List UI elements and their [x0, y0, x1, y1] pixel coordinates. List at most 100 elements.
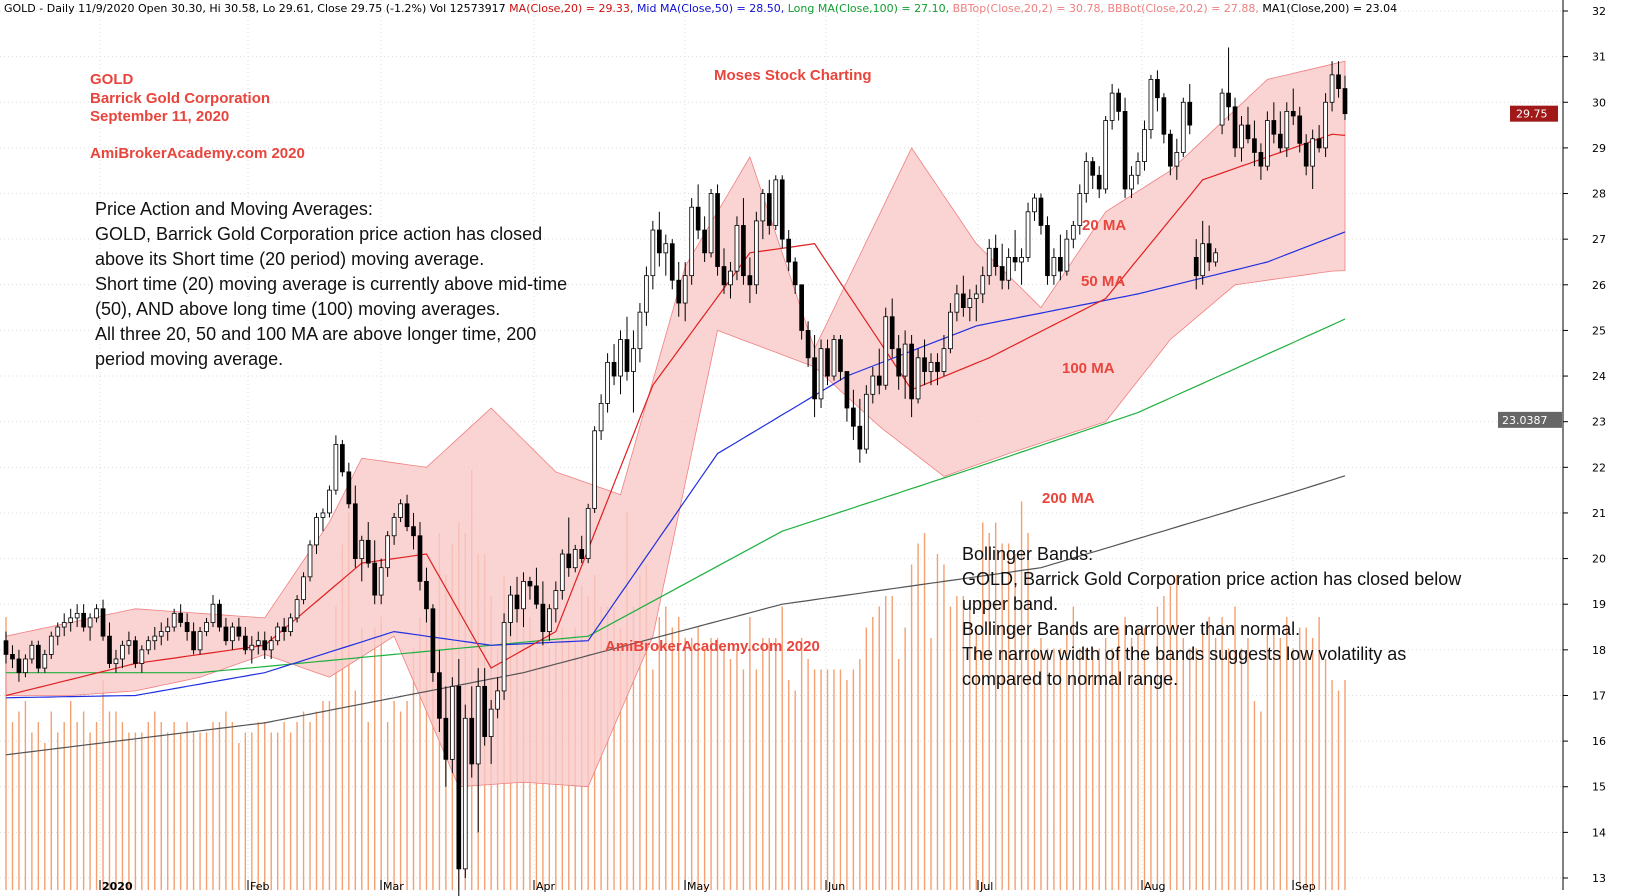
candle — [663, 234, 669, 276]
candle — [986, 239, 992, 285]
candle — [650, 220, 656, 290]
candle-body — [689, 206, 695, 277]
candle — [572, 544, 578, 573]
candle-body — [1103, 120, 1109, 190]
candle — [482, 668, 488, 746]
candle — [1336, 61, 1341, 98]
candle-body — [618, 339, 623, 377]
candlesticks — [3, 47, 1348, 896]
candle-body — [682, 275, 688, 304]
candle — [1116, 88, 1121, 121]
note-line: Bollinger Bands are narrower than normal… — [962, 619, 1300, 639]
candle-body — [1336, 74, 1341, 89]
candle-body — [715, 193, 720, 267]
candle — [288, 613, 293, 637]
candle-body — [702, 229, 707, 254]
candle — [1187, 84, 1193, 135]
candle-body — [566, 553, 572, 569]
candle — [1109, 84, 1115, 130]
candle — [1090, 157, 1096, 189]
candle — [637, 303, 643, 363]
candle — [624, 316, 630, 381]
candle — [327, 485, 332, 518]
candle-body — [171, 612, 177, 628]
candle — [708, 188, 714, 258]
candle-body — [1277, 133, 1283, 149]
note-line: period moving average. — [95, 349, 283, 369]
candle — [676, 261, 682, 317]
candle — [430, 604, 436, 682]
candle — [1245, 106, 1251, 144]
candle — [475, 668, 481, 833]
candle-body — [346, 471, 352, 505]
candle — [547, 604, 552, 641]
candle-body — [191, 631, 196, 651]
candle — [838, 334, 843, 381]
candle-body — [152, 635, 158, 642]
candle-body — [805, 330, 811, 359]
candle-body — [94, 608, 99, 619]
candle — [915, 348, 921, 404]
ma100-line — [6, 318, 1346, 674]
candle-body — [249, 644, 255, 651]
candle-body — [741, 225, 746, 277]
candle — [1142, 120, 1147, 171]
candle — [255, 631, 261, 655]
candle — [262, 631, 268, 659]
candle — [1025, 202, 1031, 262]
candle-body — [779, 179, 785, 240]
candle — [1226, 47, 1231, 121]
candle — [553, 581, 559, 623]
candle — [863, 385, 869, 454]
candle — [1232, 97, 1238, 158]
moving-average-lines — [5, 133, 1346, 756]
candle — [55, 622, 61, 646]
candle-body — [1051, 257, 1057, 277]
candle-body — [1271, 120, 1277, 135]
candle — [36, 640, 41, 673]
candle-body — [514, 594, 520, 610]
candle-body — [1064, 238, 1070, 272]
candle-body — [1012, 257, 1018, 263]
candle — [1258, 143, 1264, 180]
candle — [42, 649, 48, 673]
candle-body — [1096, 174, 1102, 190]
y-tick-label: 22 — [1592, 461, 1606, 474]
y-tick-label: 24 — [1592, 370, 1606, 383]
candle — [29, 640, 35, 664]
bollinger-note: Bollinger Bands: GOLD, Barrick Gold Corp… — [962, 544, 1462, 689]
candle-body — [747, 275, 753, 286]
candle — [1032, 193, 1037, 221]
volume-bars — [5, 470, 1346, 890]
candle — [1323, 93, 1328, 158]
y-tick-label: 17 — [1592, 689, 1606, 702]
x-tick-label: Apr — [536, 880, 556, 893]
candle — [766, 179, 772, 235]
candle — [391, 512, 397, 545]
candle-body — [482, 685, 488, 737]
candle — [734, 216, 740, 281]
candle — [449, 677, 455, 774]
candle-body — [107, 635, 112, 664]
candle-body — [352, 503, 358, 559]
note-line: (50), AND above long time (100) moving a… — [95, 299, 500, 319]
candle-body — [1310, 138, 1315, 167]
candle-body — [372, 562, 378, 596]
candle — [961, 275, 966, 317]
candle — [592, 426, 597, 513]
candle-body — [521, 580, 526, 610]
candle-body — [145, 640, 151, 651]
candle-body — [55, 626, 61, 637]
candle-body — [255, 640, 261, 646]
candle — [779, 175, 785, 249]
candle-body — [359, 539, 365, 559]
ma100-label: 100 MA — [1062, 360, 1115, 377]
ma50-label: 50 MA — [1081, 273, 1125, 290]
y-tick-label: 28 — [1592, 188, 1606, 201]
candle — [178, 604, 183, 628]
candle — [954, 284, 960, 322]
candle — [747, 257, 753, 304]
candle — [139, 645, 145, 673]
candle-body — [663, 243, 669, 254]
header-segment-ma100: Long MA(Close,100) = 27.10, — [788, 2, 953, 15]
